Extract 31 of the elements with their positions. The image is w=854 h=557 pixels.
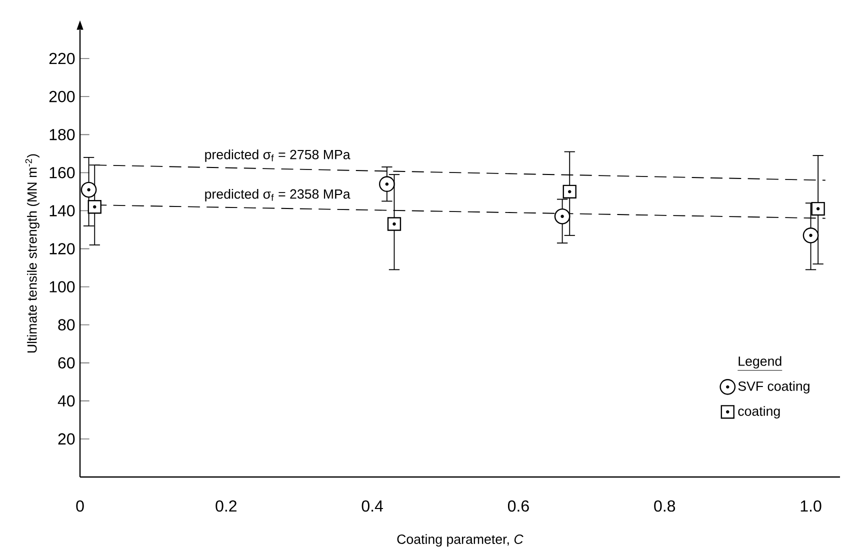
- point: [554, 208, 570, 224]
- series-label: predicted σ$_{f}$ = 2758 MPa: [205, 149, 350, 162]
- y-tick-label: 200: [49, 90, 75, 102]
- y-tick-label: 20: [58, 433, 75, 445]
- legend-label: coating: [738, 406, 780, 419]
- point: [811, 202, 825, 216]
- point: [562, 184, 576, 199]
- x-tick-label: 0.6: [508, 500, 529, 512]
- y-tick-label: 140: [50, 205, 75, 216]
- legend-title: Legend: [738, 356, 782, 369]
- legend-label: SVF coating: [738, 381, 810, 394]
- x-tick-label: 0.8: [654, 500, 676, 512]
- y-tick-label: 60: [58, 357, 75, 369]
- x-tick-label: 0.2: [216, 500, 236, 512]
- y-tick-label: 40: [58, 395, 75, 407]
- point: [378, 176, 395, 192]
- y-tick-label: 220: [49, 52, 75, 64]
- y-axis-title: Ultimate tensile strength (MN m$^{-2}$): [25, 154, 40, 353]
- y-tick-label: 160: [50, 166, 75, 178]
- point: [80, 182, 97, 198]
- y-tick-label: 180: [50, 128, 75, 140]
- x-tick-label: 1.0: [800, 500, 822, 512]
- y-tick-label: 100: [50, 281, 75, 292]
- x-axis-title: Coating parameter, C: [397, 534, 524, 547]
- point: [88, 200, 102, 214]
- x-tick-label: 0: [76, 500, 84, 512]
- y-tick-label: 80: [58, 319, 75, 330]
- point: [802, 227, 819, 244]
- series-label: predicted σ$_{f}$ = 2358 MPa: [205, 188, 350, 202]
- y-tick-label: 120: [50, 243, 75, 254]
- x-tick-label: 0.4: [362, 500, 383, 512]
